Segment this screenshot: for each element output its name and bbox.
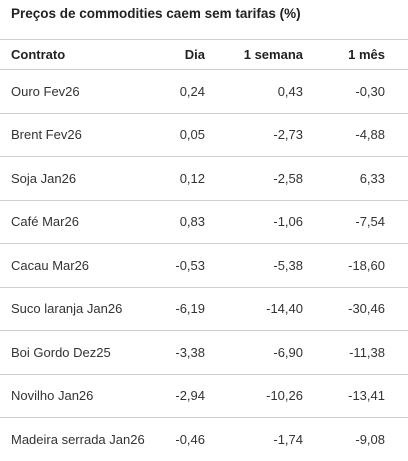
cell-dia: -0,46: [150, 418, 205, 461]
table-header-row: Contrato Dia 1 semana 1 mês: [0, 40, 408, 70]
header-1-semana: 1 semana: [205, 40, 303, 70]
cell-contrato: Cacau Mar26: [0, 244, 150, 288]
cell-contrato: Soja Jan26: [0, 157, 150, 201]
cell-1-semana: -14,40: [205, 287, 303, 331]
cell-spacer: [385, 374, 408, 418]
header-dia: Dia: [150, 40, 205, 70]
cell-1-mes: -4,88: [303, 113, 385, 157]
cell-1-mes: -11,38: [303, 331, 385, 375]
cell-1-mes: -13,41: [303, 374, 385, 418]
cell-1-semana: -2,73: [205, 113, 303, 157]
commodities-table: Contrato Dia 1 semana 1 mês Ouro Fev26 0…: [0, 39, 408, 461]
cell-1-mes: -7,54: [303, 200, 385, 244]
table-title: Preços de commodities caem sem tarifas (…: [11, 6, 301, 21]
cell-spacer: [385, 200, 408, 244]
table-row: Brent Fev26 0,05 -2,73 -4,88: [0, 113, 408, 157]
cell-contrato: Novilho Jan26: [0, 374, 150, 418]
table-row: Soja Jan26 0,12 -2,58 6,33: [0, 157, 408, 201]
cell-1-mes: -9,08: [303, 418, 385, 461]
table-row: Ouro Fev26 0,24 0,43 -0,30: [0, 70, 408, 114]
cell-dia: -6,19: [150, 287, 205, 331]
table-row: Madeira serrada Jan26 -0,46 -1,74 -9,08: [0, 418, 408, 461]
cell-spacer: [385, 70, 408, 114]
cell-contrato: Boi Gordo Dez25: [0, 331, 150, 375]
cell-1-mes: -0,30: [303, 70, 385, 114]
cell-1-mes: -30,46: [303, 287, 385, 331]
cell-1-semana: -2,58: [205, 157, 303, 201]
cell-1-semana: 0,43: [205, 70, 303, 114]
cell-1-semana: -1,06: [205, 200, 303, 244]
cell-spacer: [385, 418, 408, 461]
cell-spacer: [385, 113, 408, 157]
cell-1-semana: -6,90: [205, 331, 303, 375]
cell-dia: 0,05: [150, 113, 205, 157]
table-row: Boi Gordo Dez25 -3,38 -6,90 -11,38: [0, 331, 408, 375]
cell-contrato: Madeira serrada Jan26: [0, 418, 150, 461]
header-contrato: Contrato: [0, 40, 150, 70]
header-1-mes: 1 mês: [303, 40, 385, 70]
table-row: Novilho Jan26 -2,94 -10,26 -13,41: [0, 374, 408, 418]
cell-spacer: [385, 331, 408, 375]
cell-1-semana: -5,38: [205, 244, 303, 288]
cell-dia: 0,12: [150, 157, 205, 201]
cell-dia: -0,53: [150, 244, 205, 288]
cell-dia: 0,24: [150, 70, 205, 114]
cell-contrato: Café Mar26: [0, 200, 150, 244]
cell-dia: -2,94: [150, 374, 205, 418]
cell-dia: -3,38: [150, 331, 205, 375]
table-row: Café Mar26 0,83 -1,06 -7,54: [0, 200, 408, 244]
cell-spacer: [385, 157, 408, 201]
table-row: Cacau Mar26 -0,53 -5,38 -18,60: [0, 244, 408, 288]
cell-1-mes: 6,33: [303, 157, 385, 201]
cell-1-mes: -18,60: [303, 244, 385, 288]
cell-spacer: [385, 244, 408, 288]
cell-1-semana: -1,74: [205, 418, 303, 461]
cell-dia: 0,83: [150, 200, 205, 244]
cell-contrato: Ouro Fev26: [0, 70, 150, 114]
cell-spacer: [385, 287, 408, 331]
cell-contrato: Suco laranja Jan26: [0, 287, 150, 331]
table-row: Suco laranja Jan26 -6,19 -14,40 -30,46: [0, 287, 408, 331]
header-spacer: [385, 40, 408, 70]
cell-contrato: Brent Fev26: [0, 113, 150, 157]
cell-1-semana: -10,26: [205, 374, 303, 418]
